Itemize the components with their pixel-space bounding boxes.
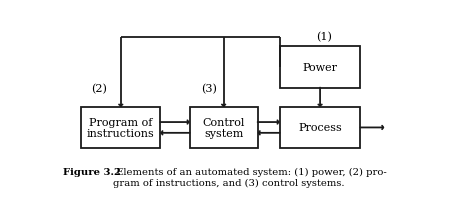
Text: (2): (2) <box>91 83 107 93</box>
Bar <box>280 107 360 149</box>
Bar <box>82 107 160 149</box>
Text: Power: Power <box>302 63 337 73</box>
Bar <box>280 47 360 88</box>
Text: Control
system: Control system <box>202 117 245 139</box>
Text: (1): (1) <box>316 32 332 43</box>
Text: Program of
instructions: Program of instructions <box>87 117 155 139</box>
Bar <box>190 107 258 149</box>
Text: Process: Process <box>298 123 342 133</box>
Text: Elements of an automated system: (1) power, (2) pro-
gram of instructions, and (: Elements of an automated system: (1) pow… <box>112 167 386 187</box>
Text: Figure 3.2: Figure 3.2 <box>63 167 121 176</box>
Text: (3): (3) <box>201 83 217 93</box>
